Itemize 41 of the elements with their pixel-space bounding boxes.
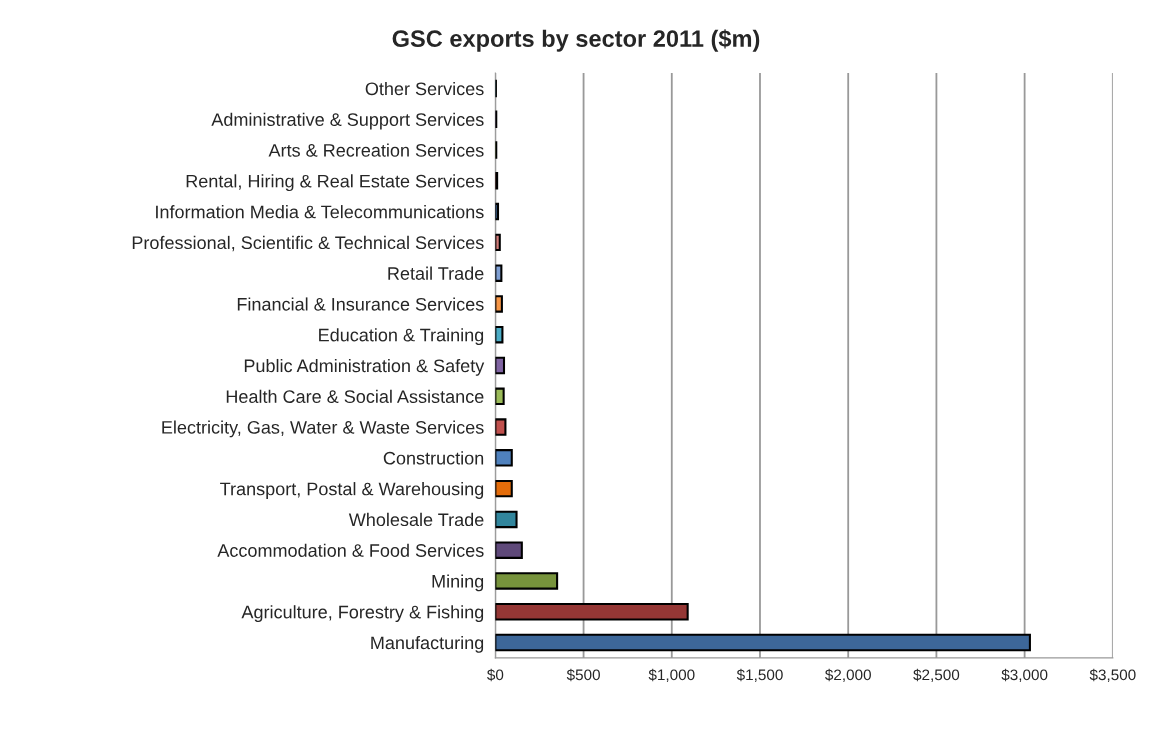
x-tick-label: $2,500 <box>913 668 960 683</box>
y-tick-label: Information Media & Telecommunications <box>156 205 484 219</box>
bar <box>495 356 506 375</box>
bar <box>495 572 559 590</box>
bar <box>495 387 505 406</box>
x-tick-label: $1,000 <box>648 668 695 683</box>
bar <box>495 233 501 252</box>
bar <box>495 633 1031 652</box>
y-tick-label: Health Care & Social Assistance <box>226 389 484 403</box>
x-tick-label: $1,500 <box>736 668 783 683</box>
x-tick-label: $0 <box>487 668 504 682</box>
y-tick-label: Education & Training <box>319 328 484 346</box>
y-tick-label: Transport, Postal & Warehousing <box>220 482 484 499</box>
bar <box>495 479 513 498</box>
y-tick-label: Arts & Recreation Services <box>268 143 484 157</box>
x-tick-label: $500 <box>566 668 600 682</box>
x-tick-label: $3,000 <box>1001 668 1048 683</box>
y-tick-label: Manufacturing <box>371 635 484 653</box>
chart-title: GSC exports by sector 2011 ($m) <box>392 29 760 52</box>
y-tick-label: Accommodation & Food Services <box>217 543 484 557</box>
y-tick-label: Retail Trade <box>388 266 484 280</box>
bar <box>495 510 518 529</box>
bar <box>495 418 507 436</box>
bar <box>495 541 523 559</box>
y-tick-label: Rental, Hiring & Real Estate Services <box>186 174 484 192</box>
y-tick-label: Agriculture, Forestry & Fishing <box>241 605 484 623</box>
y-tick-label: Mining <box>432 574 484 592</box>
bar <box>495 264 503 282</box>
y-tick-label: Public Administration & Safety <box>244 358 485 376</box>
y-tick-label: Construction <box>383 451 484 465</box>
y-tick-label: Electricity, Gas, Water & Waste Services <box>162 420 484 438</box>
y-tick-label: Wholesale Trade <box>348 512 484 527</box>
bar <box>495 449 513 467</box>
x-tick-label: $3,500 <box>1089 668 1136 683</box>
bar <box>495 295 503 313</box>
y-tick-label: Other Services <box>365 81 484 96</box>
bar <box>495 603 689 621</box>
y-tick-label: Professional, Scientific & Technical Services <box>132 235 484 252</box>
y-tick-label: Administrative & Support Services <box>211 112 484 130</box>
y-tick-label: Financial & Insurance Services <box>237 297 484 311</box>
x-tick-label: $2,000 <box>825 668 871 683</box>
